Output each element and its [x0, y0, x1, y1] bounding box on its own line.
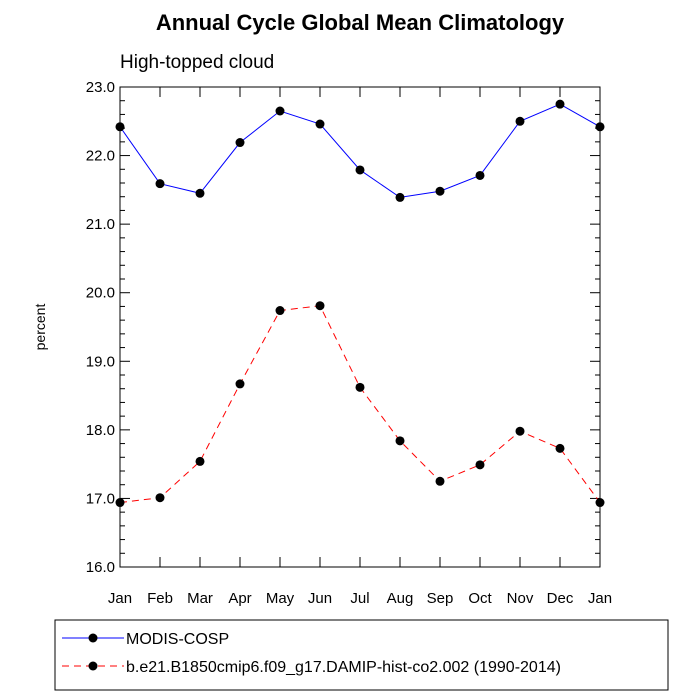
data-point-series-0	[115, 122, 125, 132]
x-tick-label: Oct	[468, 590, 492, 607]
legend-marker-modis	[88, 633, 98, 643]
y-tick-label: 17.0	[86, 490, 115, 507]
data-point-series-0	[515, 116, 525, 126]
x-tick-label: Sep	[427, 590, 454, 607]
x-tick-label: Nov	[507, 590, 534, 607]
plot-area	[115, 99, 605, 508]
data-point-series-1	[355, 382, 365, 392]
legend-entry-modis: MODIS-COSP	[62, 631, 229, 648]
data-point-series-0	[155, 179, 165, 189]
data-point-series-0	[395, 192, 405, 202]
data-point-series-1	[435, 476, 445, 486]
data-point-series-0	[275, 106, 285, 116]
data-point-series-1	[555, 443, 565, 453]
data-point-series-1	[155, 493, 165, 503]
data-point-series-1	[195, 456, 205, 466]
x-tick-label: Feb	[147, 590, 173, 607]
x-tick-label: May	[266, 590, 295, 607]
plot-frame	[119, 86, 601, 568]
data-point-series-0	[435, 186, 445, 196]
data-point-series-0	[555, 99, 565, 109]
data-point-series-1	[395, 436, 405, 446]
x-tick-label: Aug	[387, 590, 414, 607]
data-point-series-1	[595, 498, 605, 508]
data-point-series-1	[275, 306, 285, 316]
series-line-1	[119, 305, 601, 504]
x-tick-label: Jan	[108, 590, 132, 607]
y-tick-label: 16.0	[86, 559, 115, 576]
data-point-series-1	[475, 460, 485, 470]
x-tick-label: Jun	[308, 590, 332, 607]
y-tick-label: 18.0	[86, 422, 115, 439]
data-point-series-0	[595, 122, 605, 132]
legend-entry-model: b.e21.B1850cmip6.f09_g17.DAMIP-hist-co2.…	[62, 659, 561, 676]
data-point-series-0	[315, 119, 325, 129]
series-line-0	[119, 103, 601, 198]
y-tick-label: 22.0	[86, 148, 115, 165]
legend-label-model: b.e21.B1850cmip6.f09_g17.DAMIP-hist-co2.…	[126, 659, 561, 676]
x-tick-label: Dec	[547, 590, 574, 607]
data-point-series-0	[475, 170, 485, 180]
data-point-series-0	[195, 188, 205, 198]
legend-marker-model	[88, 661, 98, 671]
x-tick-label: Jan	[588, 590, 612, 607]
data-point-series-1	[115, 498, 125, 508]
y-tick-label: 19.0	[86, 353, 115, 370]
x-tick-label: Jul	[350, 590, 369, 607]
y-axis-label: percent	[32, 304, 48, 351]
x-tick-label: Apr	[228, 590, 251, 607]
legend-label-modis: MODIS-COSP	[126, 631, 229, 648]
data-point-series-0	[355, 165, 365, 175]
y-tick-label: 21.0	[86, 216, 115, 233]
legend-box	[54, 619, 669, 691]
chart-subtitle: High-topped cloud	[120, 52, 274, 73]
data-point-series-1	[515, 426, 525, 436]
y-tick-label: 20.0	[86, 285, 115, 302]
chart-title: Annual Cycle Global Mean Climatology	[156, 10, 565, 35]
x-tick-label: Mar	[187, 590, 213, 607]
data-point-series-1	[315, 301, 325, 311]
data-point-series-1	[235, 379, 245, 389]
y-tick-label: 23.0	[86, 79, 115, 96]
axes: 16.0 17.0 18.0 19.0 20.0 21.0 22.0 23.0 Jan Feb Ma…	[86, 79, 612, 607]
data-point-series-0	[235, 138, 245, 148]
